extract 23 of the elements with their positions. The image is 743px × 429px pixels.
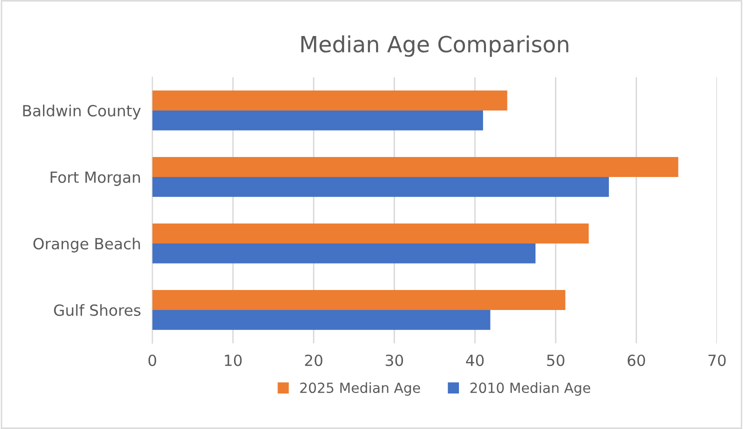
y-tick-label: Orange Beach bbox=[33, 238, 140, 252]
legend-label: 2025 Median Age bbox=[300, 382, 420, 396]
bar bbox=[152, 290, 566, 310]
bar bbox=[152, 243, 536, 264]
bar bbox=[152, 110, 484, 130]
bar bbox=[152, 176, 609, 197]
x-tick-label: 0 bbox=[148, 354, 156, 366]
bar bbox=[152, 90, 508, 110]
x-tick-label: 30 bbox=[386, 354, 404, 366]
x-tick-label: 70 bbox=[708, 354, 726, 366]
x-tick-label: 60 bbox=[628, 354, 646, 366]
legend-label: 2010 Median Age bbox=[470, 382, 590, 396]
bar bbox=[152, 310, 490, 330]
bar bbox=[152, 224, 589, 244]
x-tick-label: 20 bbox=[305, 354, 322, 366]
y-tick-label: Fort Morgan bbox=[50, 172, 140, 186]
x-tick-label: 40 bbox=[466, 354, 484, 366]
chart-title: Median Age Comparison bbox=[301, 35, 568, 57]
bar bbox=[152, 157, 678, 177]
y-tick-label: Baldwin County bbox=[23, 104, 141, 120]
x-tick-label: 10 bbox=[224, 354, 242, 366]
y-tick-label: Gulf Shores bbox=[54, 304, 140, 316]
x-tick-label: 50 bbox=[547, 354, 564, 366]
